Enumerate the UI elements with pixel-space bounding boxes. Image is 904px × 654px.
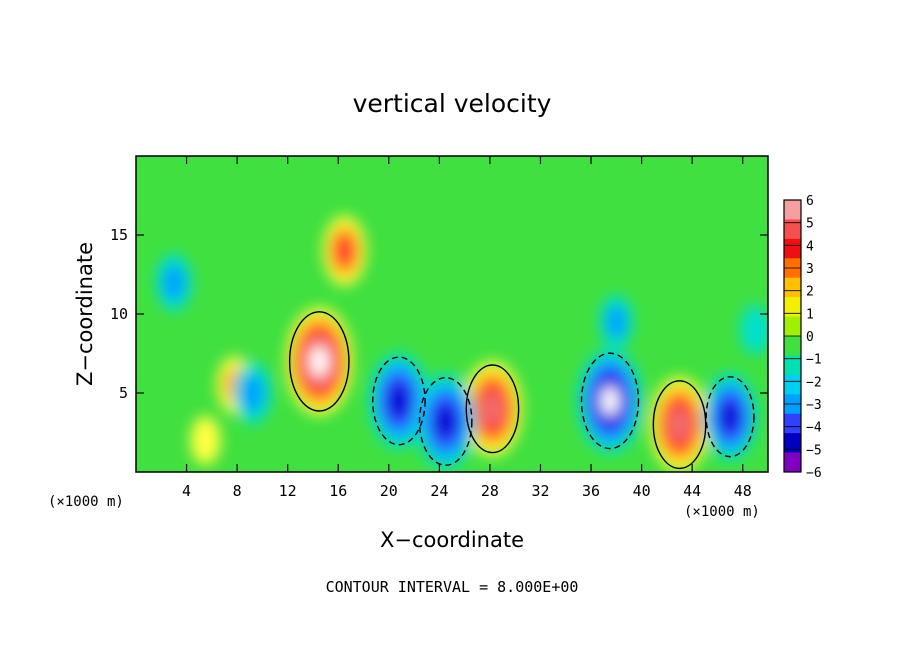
updraft-level — [482, 392, 503, 426]
contour-line — [580, 352, 640, 450]
y-tick-label: 15 — [110, 226, 128, 244]
colorbar: 6 5 4 3 2 1 0 −1 −2 −3 −4 −5 −6 — [783, 194, 822, 481]
x-tick-label: 24 — [430, 482, 448, 500]
colorbar-segment — [784, 219, 801, 240]
contour-interval-footer: CONTOUR INTERVAL = 8.000E+00 — [326, 578, 579, 596]
x-tick-label: 40 — [633, 482, 651, 500]
velocity-field — [156, 215, 768, 472]
chart-title: vertical velocity — [353, 89, 552, 118]
colorbar-tick-label: 0 — [806, 330, 814, 345]
colorbar-tick-label: −2 — [806, 375, 822, 390]
y-axis: 5 10 15 — [110, 226, 768, 402]
colorbar-segment — [784, 277, 801, 298]
x-axis-label: X−coordinate — [380, 528, 524, 552]
contour-line — [705, 376, 755, 458]
colorbar-tick-label: 4 — [806, 239, 814, 254]
y-tick-label: 10 — [110, 305, 128, 323]
colorbar-segment — [784, 413, 801, 434]
downdraft-level — [388, 384, 410, 418]
y-axis-label: Z−coordinate — [73, 242, 97, 386]
colorbar-segment — [784, 452, 801, 473]
colorbar-segment — [784, 238, 801, 259]
colorbar-tick-label: −3 — [806, 398, 822, 413]
contour-line — [652, 380, 707, 470]
downdraft-level — [600, 386, 620, 416]
colorbar-tick-label: −5 — [806, 443, 822, 458]
contour-line — [372, 356, 426, 446]
colorbar-tick-label: 5 — [806, 217, 814, 232]
contour-line — [288, 311, 350, 412]
colorbar-tick-label: 3 — [806, 262, 814, 277]
x-tick-label: 20 — [380, 482, 398, 500]
x-tick-label: 4 — [182, 482, 191, 500]
downdraft-level — [720, 401, 740, 432]
colorbar-tick-label: −1 — [806, 353, 822, 368]
contour-lines — [288, 311, 755, 470]
colorbar-tick-label: −6 — [806, 466, 822, 481]
x-tick-label: 28 — [481, 482, 499, 500]
downdraft-level — [606, 305, 627, 339]
colorbar-segment — [784, 336, 801, 356]
contour-line — [418, 376, 473, 466]
x-tick-label: 48 — [734, 482, 752, 500]
updraft-level — [190, 415, 221, 465]
colorbar-segment — [784, 374, 801, 395]
downdraft-level — [240, 374, 265, 412]
updraft-level — [334, 235, 355, 267]
y-tick-label: 5 — [119, 384, 128, 402]
colorbar-segment — [784, 297, 801, 318]
x-tick-label: 36 — [582, 482, 600, 500]
x-tick-label: 16 — [329, 482, 347, 500]
downdraft-level — [435, 404, 456, 438]
colorbar-tick-label: 6 — [806, 194, 814, 209]
colorbar-tick-label: 2 — [806, 285, 814, 300]
x-tick-label: 8 — [233, 482, 242, 500]
plot-area — [136, 156, 768, 472]
colorbar-tick-label: −4 — [806, 421, 822, 436]
colorbar-segment — [784, 316, 801, 337]
colorbar-segment — [784, 355, 801, 376]
contour-line — [465, 364, 520, 454]
x-tick-label: 44 — [683, 482, 701, 500]
x-tick-label: 32 — [531, 482, 549, 500]
x-unit-label-right: (×1000 m) — [684, 504, 760, 520]
downdraft-level — [740, 305, 768, 355]
downdraft-level — [162, 264, 185, 301]
colorbar-segment — [784, 200, 801, 220]
x-unit-label-left: (×1000 m) — [48, 494, 124, 510]
x-axis: 4 8 12 16 20 24 28 32 36 40 44 48 — [182, 156, 752, 500]
x-tick-label: 12 — [279, 482, 297, 500]
updraft-level — [669, 408, 690, 442]
updraft-level — [309, 346, 329, 377]
colorbar-tick-label: 1 — [806, 307, 814, 322]
colorbar-segment — [784, 433, 801, 454]
